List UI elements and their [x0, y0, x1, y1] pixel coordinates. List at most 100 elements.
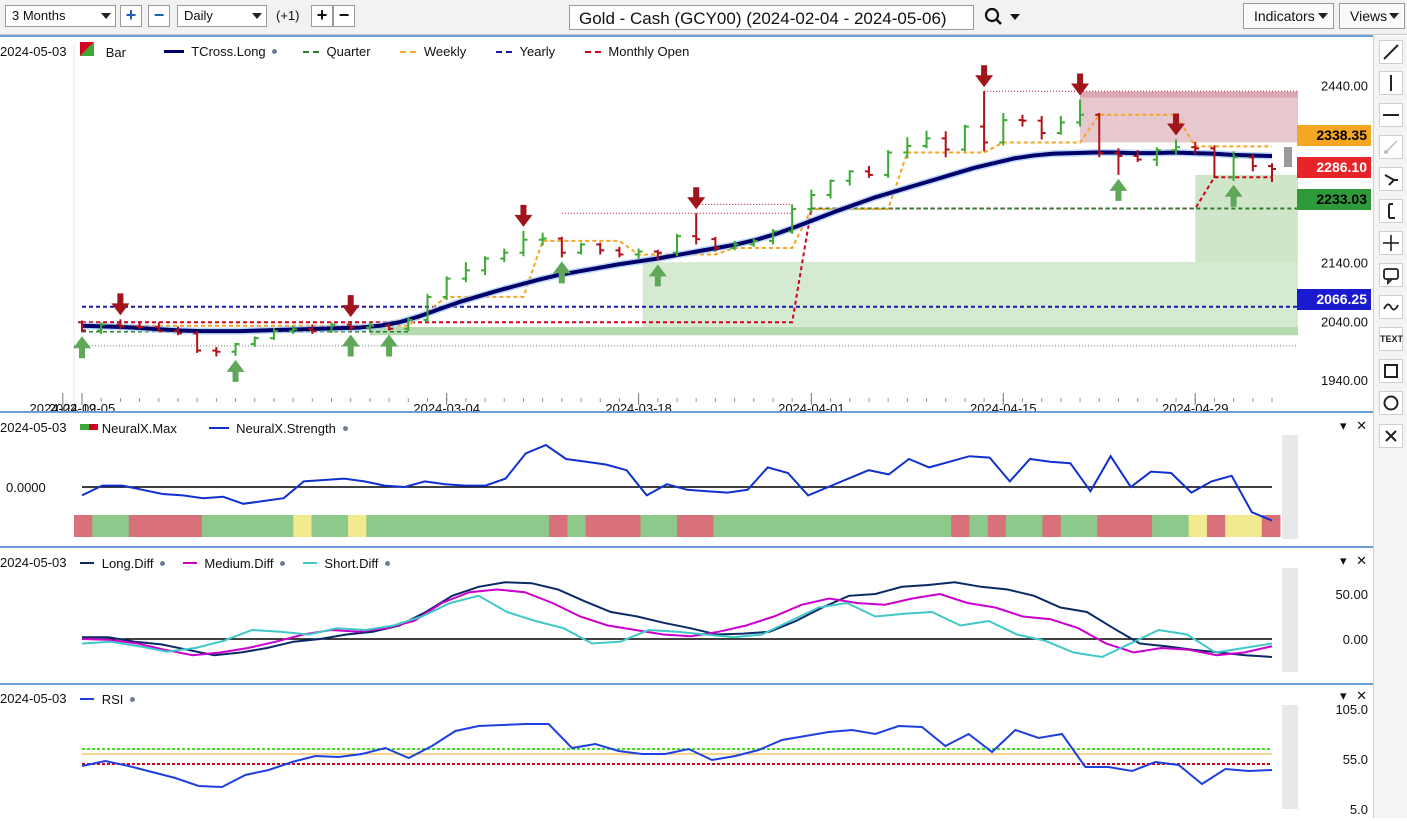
views-button[interactable]: Views — [1339, 3, 1405, 29]
ohlc-bar — [289, 325, 298, 335]
zoom-in-button[interactable]: + — [120, 5, 142, 27]
ohlc-bar — [941, 131, 950, 158]
indicators-button[interactable]: Indicators — [1243, 3, 1334, 29]
settings-dot-icon — [160, 560, 166, 566]
monthly-legend-item[interactable]: Monthly Open — [584, 43, 689, 59]
neural-band-segment — [1170, 515, 1190, 537]
sell-arrow-icon — [111, 293, 130, 316]
ohlc-bar — [423, 293, 432, 323]
comment-button[interactable] — [1379, 263, 1403, 287]
collapse-icon[interactable]: ▾ — [1339, 553, 1347, 568]
neural-band-segment — [220, 515, 239, 537]
add-offset-button[interactable]: + — [311, 5, 333, 27]
short-diff-legend-item[interactable]: Short.Diff — [302, 555, 390, 571]
rsi-panel-separator[interactable] — [0, 683, 1373, 685]
ohlc-bar — [653, 249, 662, 261]
wave-button[interactable] — [1379, 295, 1403, 319]
diff-panel-separator[interactable] — [0, 546, 1373, 548]
diff-chart[interactable]: 50.00 0.00 — [0, 548, 1373, 683]
diff-date-label: 2024-05-03 — [0, 555, 67, 571]
rsi-line — [81, 723, 1273, 789]
ohlc-bar — [173, 326, 182, 336]
rsi-chart[interactable]: 105.0 55.0 5.0 — [0, 685, 1373, 818]
neural-band-segment — [786, 515, 806, 537]
rectangle-button[interactable] — [1379, 359, 1403, 383]
yearly-legend-item[interactable]: Yearly — [495, 43, 555, 59]
sell-arrow-icon — [687, 187, 706, 210]
neural-max-legend-item[interactable]: NeuralX.Max — [80, 420, 177, 436]
range-select[interactable]: 3 Months — [5, 5, 116, 27]
price-chart[interactable]: 2440.002140.002040.001940.002024-02-0520… — [0, 37, 1373, 416]
long-diff-legend-item[interactable]: Long.Diff — [80, 555, 166, 571]
ohlc-bar — [1229, 151, 1238, 181]
collapse-icon[interactable]: ▾ — [1339, 688, 1347, 703]
zoom-out-button[interactable]: − — [148, 5, 170, 27]
neural-band-segment — [549, 515, 568, 537]
vertical-line-button[interactable] — [1379, 71, 1403, 95]
neural-band-segment — [311, 515, 331, 537]
fib-tool-button[interactable] — [1379, 199, 1403, 223]
close-tools-button[interactable] — [1379, 424, 1403, 448]
neural-band-segment — [402, 515, 422, 537]
circle-button[interactable] — [1379, 391, 1403, 415]
neural-band-segment — [1079, 515, 1098, 537]
interval-select[interactable]: Daily — [177, 5, 267, 27]
x-axis-label: 2024-02-19 — [30, 401, 97, 411]
symbol-title-field[interactable]: Gold - Cash (GCY00) (2024-02-04 - 2024-0… — [569, 5, 974, 30]
buy-arrow-icon — [226, 359, 245, 382]
arrow-tool-button[interactable] — [1379, 167, 1403, 191]
tcross-swatch — [163, 50, 184, 54]
close-icon[interactable]: ✕ — [1356, 553, 1367, 568]
rsi-legend-item[interactable]: RSI — [80, 691, 136, 707]
neural-band-segment — [457, 515, 477, 537]
ohlc-bar — [768, 229, 777, 245]
support-zone-base — [369, 326, 1299, 336]
ohlc-bar — [864, 166, 873, 178]
close-icon[interactable]: ✕ — [1356, 418, 1367, 433]
neural-strength-line — [81, 443, 1273, 522]
neural-band-segment — [128, 515, 148, 537]
ohlc-bar — [730, 240, 739, 251]
rsi-panel: 105.0 55.0 5.0 2024-05-03 RSI ▾ ✕ — [0, 685, 1373, 818]
ohlc-bar — [1248, 154, 1257, 172]
neural-band-segment — [731, 515, 751, 537]
bar-legend-item[interactable]: Bar — [80, 42, 126, 60]
search-button[interactable] — [983, 6, 1023, 28]
neural-strength-legend-item[interactable]: NeuralX.Strength — [208, 420, 348, 436]
horizontal-line-button[interactable] — [1379, 103, 1403, 127]
price-axis-label: 2040.00 — [1321, 314, 1368, 329]
ohlc-bar — [1210, 145, 1219, 179]
quarter-legend-item[interactable]: Quarter — [302, 43, 371, 59]
scroll-track — [1282, 568, 1298, 672]
ohlc-bar — [538, 232, 547, 246]
weekly-legend-item[interactable]: Weekly — [400, 43, 466, 59]
tcross-legend-item[interactable]: TCross.Long — [163, 43, 278, 59]
line-tool-button[interactable] — [1379, 40, 1403, 64]
trend-tool-button[interactable] — [1379, 135, 1403, 159]
neural-band-segment — [512, 515, 532, 537]
ohlc-bar — [365, 322, 374, 332]
long-diff-line — [82, 581, 1273, 658]
remove-offset-button[interactable]: − — [333, 5, 355, 27]
ohlc-bar — [711, 236, 720, 252]
neural-panel: 0.0000 2024-05-03 NeuralX.Max NeuralX.St… — [0, 413, 1373, 546]
neural-strength-label: NeuralX.Strength — [236, 420, 336, 436]
ohlc-bar — [673, 233, 681, 257]
ohlc-bar — [481, 256, 490, 276]
neural-panel-separator[interactable] — [0, 411, 1373, 413]
close-icon[interactable]: ✕ — [1356, 688, 1367, 703]
neural-band-segment — [622, 515, 641, 537]
collapse-icon[interactable]: ▾ — [1339, 418, 1347, 433]
monthly-price-label: 2286.10 — [1297, 157, 1371, 178]
neural-band-segment — [914, 515, 934, 537]
settings-dot-icon — [272, 49, 278, 55]
rectangle-icon — [1384, 364, 1398, 378]
interval-select-label: Daily — [184, 8, 213, 23]
neural-chart[interactable]: 0.0000 — [0, 413, 1373, 546]
bar-legend-label: Bar — [105, 45, 126, 61]
text-tool-button[interactable]: TEXT — [1379, 327, 1403, 351]
buy-arrow-icon — [552, 261, 571, 284]
medium-diff-legend-item[interactable]: Medium.Diff — [182, 555, 286, 571]
ohlc-bar — [999, 113, 1008, 146]
crosshair-button[interactable] — [1379, 231, 1403, 255]
